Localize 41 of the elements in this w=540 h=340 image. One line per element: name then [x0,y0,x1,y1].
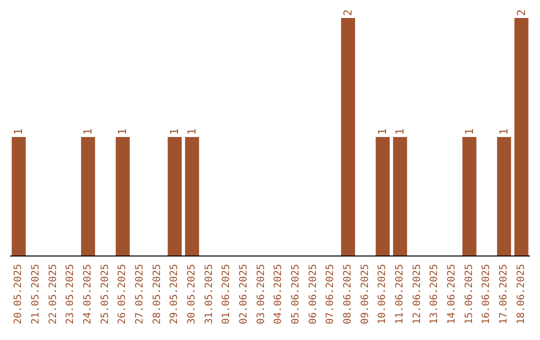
x-tick-label: 23.05.2025 [65,264,76,324]
data-label: 1 [82,128,95,135]
x-tick-label: 05.06.2025 [290,264,302,324]
x-tick-label: 29.05.2025 [169,264,180,324]
x-tick-label: 06.06.2025 [308,264,319,324]
data-label: 1 [168,128,182,135]
x-tick-label: 03.06.2025 [256,264,267,324]
data-label: 2 [514,9,528,16]
data-label: 1 [376,128,390,135]
x-tick-label: 07.06.2025 [325,264,336,324]
x-tick-label: 16.06.2025 [481,264,492,324]
x-tick-label: 26.05.2025 [117,264,128,324]
x-tick-label: 09.06.2025 [360,264,371,324]
data-label: 2 [342,9,355,16]
x-tick-label: 28.05.2025 [152,264,163,324]
x-tick-label: 13.06.2025 [429,264,440,324]
x-tick-label: 04.06.2025 [273,264,284,324]
data-label: 1 [394,128,407,135]
x-tick-label: 21.05.2025 [30,264,42,324]
x-tick-label: 08.06.2025 [342,264,354,324]
x-tick-label: 22.05.2025 [48,264,59,324]
x-tick-label: 17.06.2025 [498,264,510,324]
x-tick-label: 30.05.2025 [186,264,198,324]
x-tick-label: 20.05.2025 [13,264,24,324]
x-tick-label: 11.06.2025 [394,264,406,324]
x-tick-label: 01.06.2025 [221,264,232,324]
x-tick-label: 15.06.2025 [464,264,475,324]
x-tick-label: 27.05.2025 [134,264,146,324]
x-tick-label: 10.06.2025 [377,264,388,324]
data-label: 1 [186,128,199,135]
data-label: 1 [462,128,476,135]
data-label: 1 [116,128,130,135]
x-tick-label: 24.05.2025 [82,264,94,324]
x-tick-label: 12.06.2025 [412,264,423,324]
x-tick-label: 31.05.2025 [204,264,215,324]
x-tick-label: 14.06.2025 [446,264,458,324]
data-label: 1 [498,128,511,135]
x-tick-label: 18.06.2025 [516,264,527,324]
x-tick-label: 02.06.2025 [238,264,250,324]
x-tick-label: 25.05.2025 [100,264,111,324]
data-label: 1 [12,128,26,135]
